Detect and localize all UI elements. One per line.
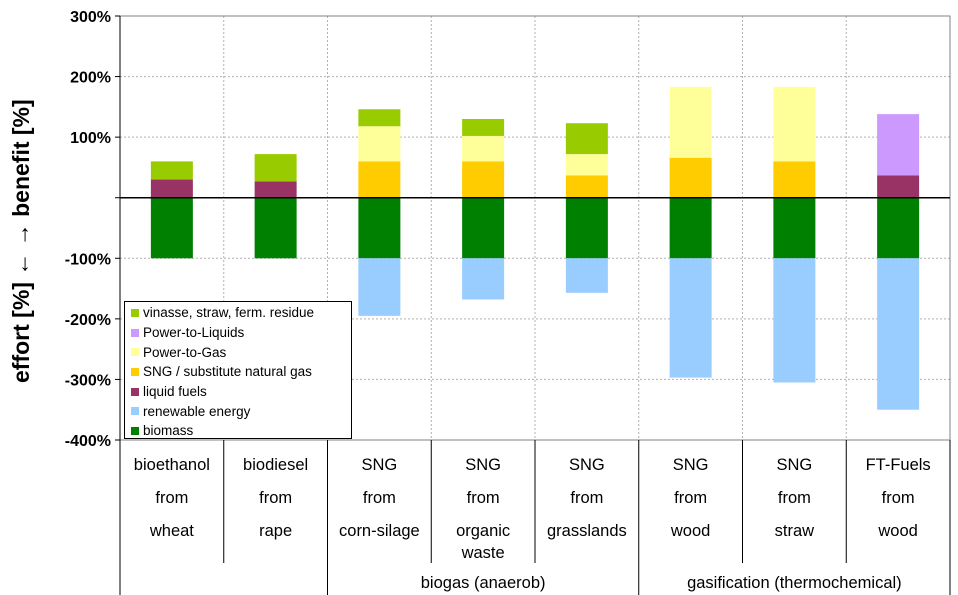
y-tick-label: -300%: [65, 372, 111, 389]
bar-sng-substitute-natural-gas: [669, 157, 712, 198]
category-label: rape: [259, 522, 292, 540]
category-label: from: [674, 489, 707, 507]
bar-renewable-energy: [462, 258, 505, 300]
bars-layer: [150, 86, 920, 410]
legend-swatch: [131, 387, 139, 396]
bar-biomass: [773, 197, 816, 259]
bar-power-to-gas: [669, 86, 712, 158]
legend-swatch: [131, 328, 139, 337]
bar-biomass: [669, 197, 712, 259]
bar-biomass: [150, 197, 193, 259]
benefit-label: benefit [%]: [8, 99, 34, 217]
category-label: waste: [461, 544, 505, 562]
legend-item: Power-to-Gas: [131, 342, 351, 362]
chart-legend: vinasse, straw, ferm. residue Power-to-Li…: [124, 301, 352, 439]
y-tick-label: -400%: [65, 433, 111, 450]
category-label: organic: [456, 522, 510, 540]
legend-item: renewable energy: [131, 401, 351, 421]
arrow-down-icon: ← →: [8, 216, 34, 276]
legend-item: liquid fuels: [131, 382, 351, 402]
bar-liquid-fuels: [877, 175, 920, 198]
category-label: wood: [670, 522, 710, 540]
category-label: from: [363, 489, 396, 507]
bar-sng-substitute-natural-gas: [565, 175, 608, 198]
bar-renewable-energy: [773, 258, 816, 383]
bar-power-to-gas: [565, 154, 608, 176]
category-label: corn-silage: [339, 522, 420, 540]
category-label: from: [778, 489, 811, 507]
legend-item: biomass: [131, 421, 351, 441]
category-label: SNG: [465, 456, 501, 474]
bar-biomass: [254, 197, 297, 259]
bar-vinasse-straw-ferm-residue: [565, 123, 608, 155]
legend-label: liquid fuels: [143, 384, 207, 400]
y-tick-label: -200%: [65, 312, 111, 329]
category-label: biodiesel: [243, 456, 308, 474]
category-table: bioethanol from wheat biodiesel from rape SNG f…: [119, 440, 951, 595]
bar-renewable-energy: [358, 258, 401, 316]
bar-vinasse-straw-ferm-residue: [150, 161, 193, 180]
category-label: grasslands: [547, 522, 627, 540]
legend-label: vinasse, straw, ferm. residue: [143, 305, 315, 321]
bar-vinasse-straw-ferm-residue: [358, 109, 401, 127]
bar-liquid-fuels: [150, 179, 193, 198]
category-label: bioethanol: [134, 456, 210, 474]
bar-vinasse-straw-ferm-residue: [462, 118, 505, 136]
bar-power-to-gas: [773, 86, 816, 162]
legend-swatch: [131, 426, 139, 435]
y-tick-label: 200%: [70, 70, 111, 87]
category-label: SNG: [776, 456, 812, 474]
bar-biomass: [877, 197, 920, 259]
category-label: FT-Fuels: [866, 456, 931, 474]
y-tick-label: 100%: [70, 130, 111, 147]
bar-biomass: [358, 197, 401, 259]
category-label: SNG: [361, 456, 397, 474]
category-label: from: [155, 489, 188, 507]
legend-label: Power-to-Liquids: [143, 325, 245, 341]
category-label: from: [882, 489, 915, 507]
category-label: from: [259, 489, 292, 507]
y-axis-label: effort [%] ← → benefit [%]: [8, 99, 35, 383]
category-label: straw: [775, 522, 815, 540]
legend-label: biomass: [143, 423, 194, 439]
legend-item: Power-to-Liquids: [131, 323, 351, 343]
bar-vinasse-straw-ferm-residue: [254, 154, 297, 182]
legend-label: SNG / substitute natural gas: [143, 364, 312, 380]
legend-swatch: [131, 367, 139, 376]
category-label: SNG: [673, 456, 709, 474]
group-label: biogas (anaerob): [421, 574, 546, 592]
group-label: gasification (thermochemical): [687, 574, 902, 592]
category-label: SNG: [569, 456, 605, 474]
category-label: wood: [877, 522, 917, 540]
bar-renewable-energy: [877, 258, 920, 410]
bar-sng-substitute-natural-gas: [358, 161, 401, 198]
legend-swatch: [131, 407, 139, 416]
bar-power-to-gas: [462, 135, 505, 162]
category-label: from: [467, 489, 500, 507]
legend-item: SNG / substitute natural gas: [131, 362, 351, 382]
category-label: wheat: [149, 522, 194, 540]
bar-power-to-gas: [358, 126, 401, 162]
bar-liquid-fuels: [254, 181, 297, 198]
legend-swatch: [131, 348, 139, 357]
bar-biomass: [462, 197, 505, 259]
bar-renewable-energy: [669, 258, 712, 378]
legend-swatch: [131, 308, 139, 317]
bar-sng-substitute-natural-gas: [773, 161, 816, 198]
legend-label: Power-to-Gas: [143, 344, 227, 360]
y-tick-label: -100%: [65, 251, 111, 268]
bar-sng-substitute-natural-gas: [462, 161, 505, 198]
axis-layer: 300% 200% 100% -100% -200% -300% -400%: [65, 9, 950, 450]
bar-renewable-energy: [565, 258, 608, 293]
effort-label: effort [%]: [8, 282, 34, 383]
y-tick-label: 300%: [70, 9, 111, 26]
bar-biomass: [565, 197, 608, 259]
category-label: from: [570, 489, 603, 507]
bar-power-to-liquids: [877, 114, 920, 176]
legend-item: vinasse, straw, ferm. residue: [131, 303, 351, 323]
legend-label: renewable energy: [143, 403, 251, 419]
